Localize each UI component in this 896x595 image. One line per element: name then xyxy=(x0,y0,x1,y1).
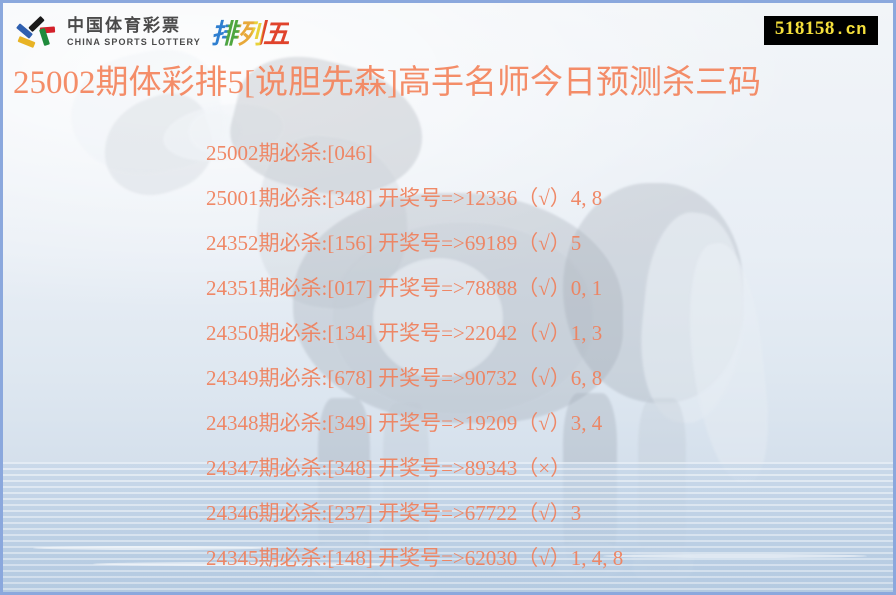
brand-text: 中国体育彩票 CHINA SPORTS LOTTERY xyxy=(67,17,201,47)
brand-name-en: CHINA SPORTS LOTTERY xyxy=(67,36,201,47)
water-ripple xyxy=(603,554,867,558)
page-title: 25002期体彩排5[说胆先森]高手名师今日预测杀三码 xyxy=(13,65,761,101)
brand-lockup: 中国体育彩票 CHINA SPORTS LOTTERY 排列五 xyxy=(15,12,290,51)
prediction-row: 24347期必杀:[348] 开奖号=>89343（×） xyxy=(206,456,572,480)
site-domain-name: 518158 xyxy=(774,18,835,39)
brand-name-cn: 中国体育彩票 xyxy=(67,15,181,35)
prediction-row: 25002期必杀:[046] xyxy=(206,141,373,165)
prediction-row: 24351期必杀:[017] 开奖号=>78888（√）0, 1 xyxy=(206,276,603,300)
game-name-pailie5: 排列五 xyxy=(211,12,290,51)
prediction-row: 24345期必杀:[148] 开奖号=>62030（√）1, 4, 8 xyxy=(206,546,624,570)
prediction-row: 24346期必杀:[237] 开奖号=>67722（√）3 xyxy=(206,501,582,525)
water-ripple xyxy=(33,546,267,550)
site-watermark-badge: 518158.cn xyxy=(763,16,878,45)
china-sports-lottery-logo-icon xyxy=(15,14,59,50)
prediction-row: 25001期必杀:[348] 开奖号=>12336（√）4, 8 xyxy=(206,186,603,210)
background-artwork xyxy=(3,3,893,592)
site-domain-tld: .cn xyxy=(834,21,867,40)
prediction-row: 24349期必杀:[678] 开奖号=>90732（√）6, 8 xyxy=(206,366,603,390)
prediction-row: 24348期必杀:[349] 开奖号=>19209（√）3, 4 xyxy=(206,411,603,435)
water-surface xyxy=(3,462,893,592)
prediction-row: 24350期必杀:[134] 开奖号=>22042（√）1, 3 xyxy=(206,321,603,345)
page-header: 中国体育彩票 CHINA SPORTS LOTTERY 排列五 518158.c… xyxy=(3,3,893,61)
sky-haze xyxy=(3,3,893,345)
prediction-row: 24352期必杀:[156] 开奖号=>69189（√）5 xyxy=(206,231,582,255)
water-ripple xyxy=(93,562,397,566)
prediction-list: 25002期必杀:[046] 25001期必杀:[348] 开奖号=>12336… xyxy=(206,131,893,581)
